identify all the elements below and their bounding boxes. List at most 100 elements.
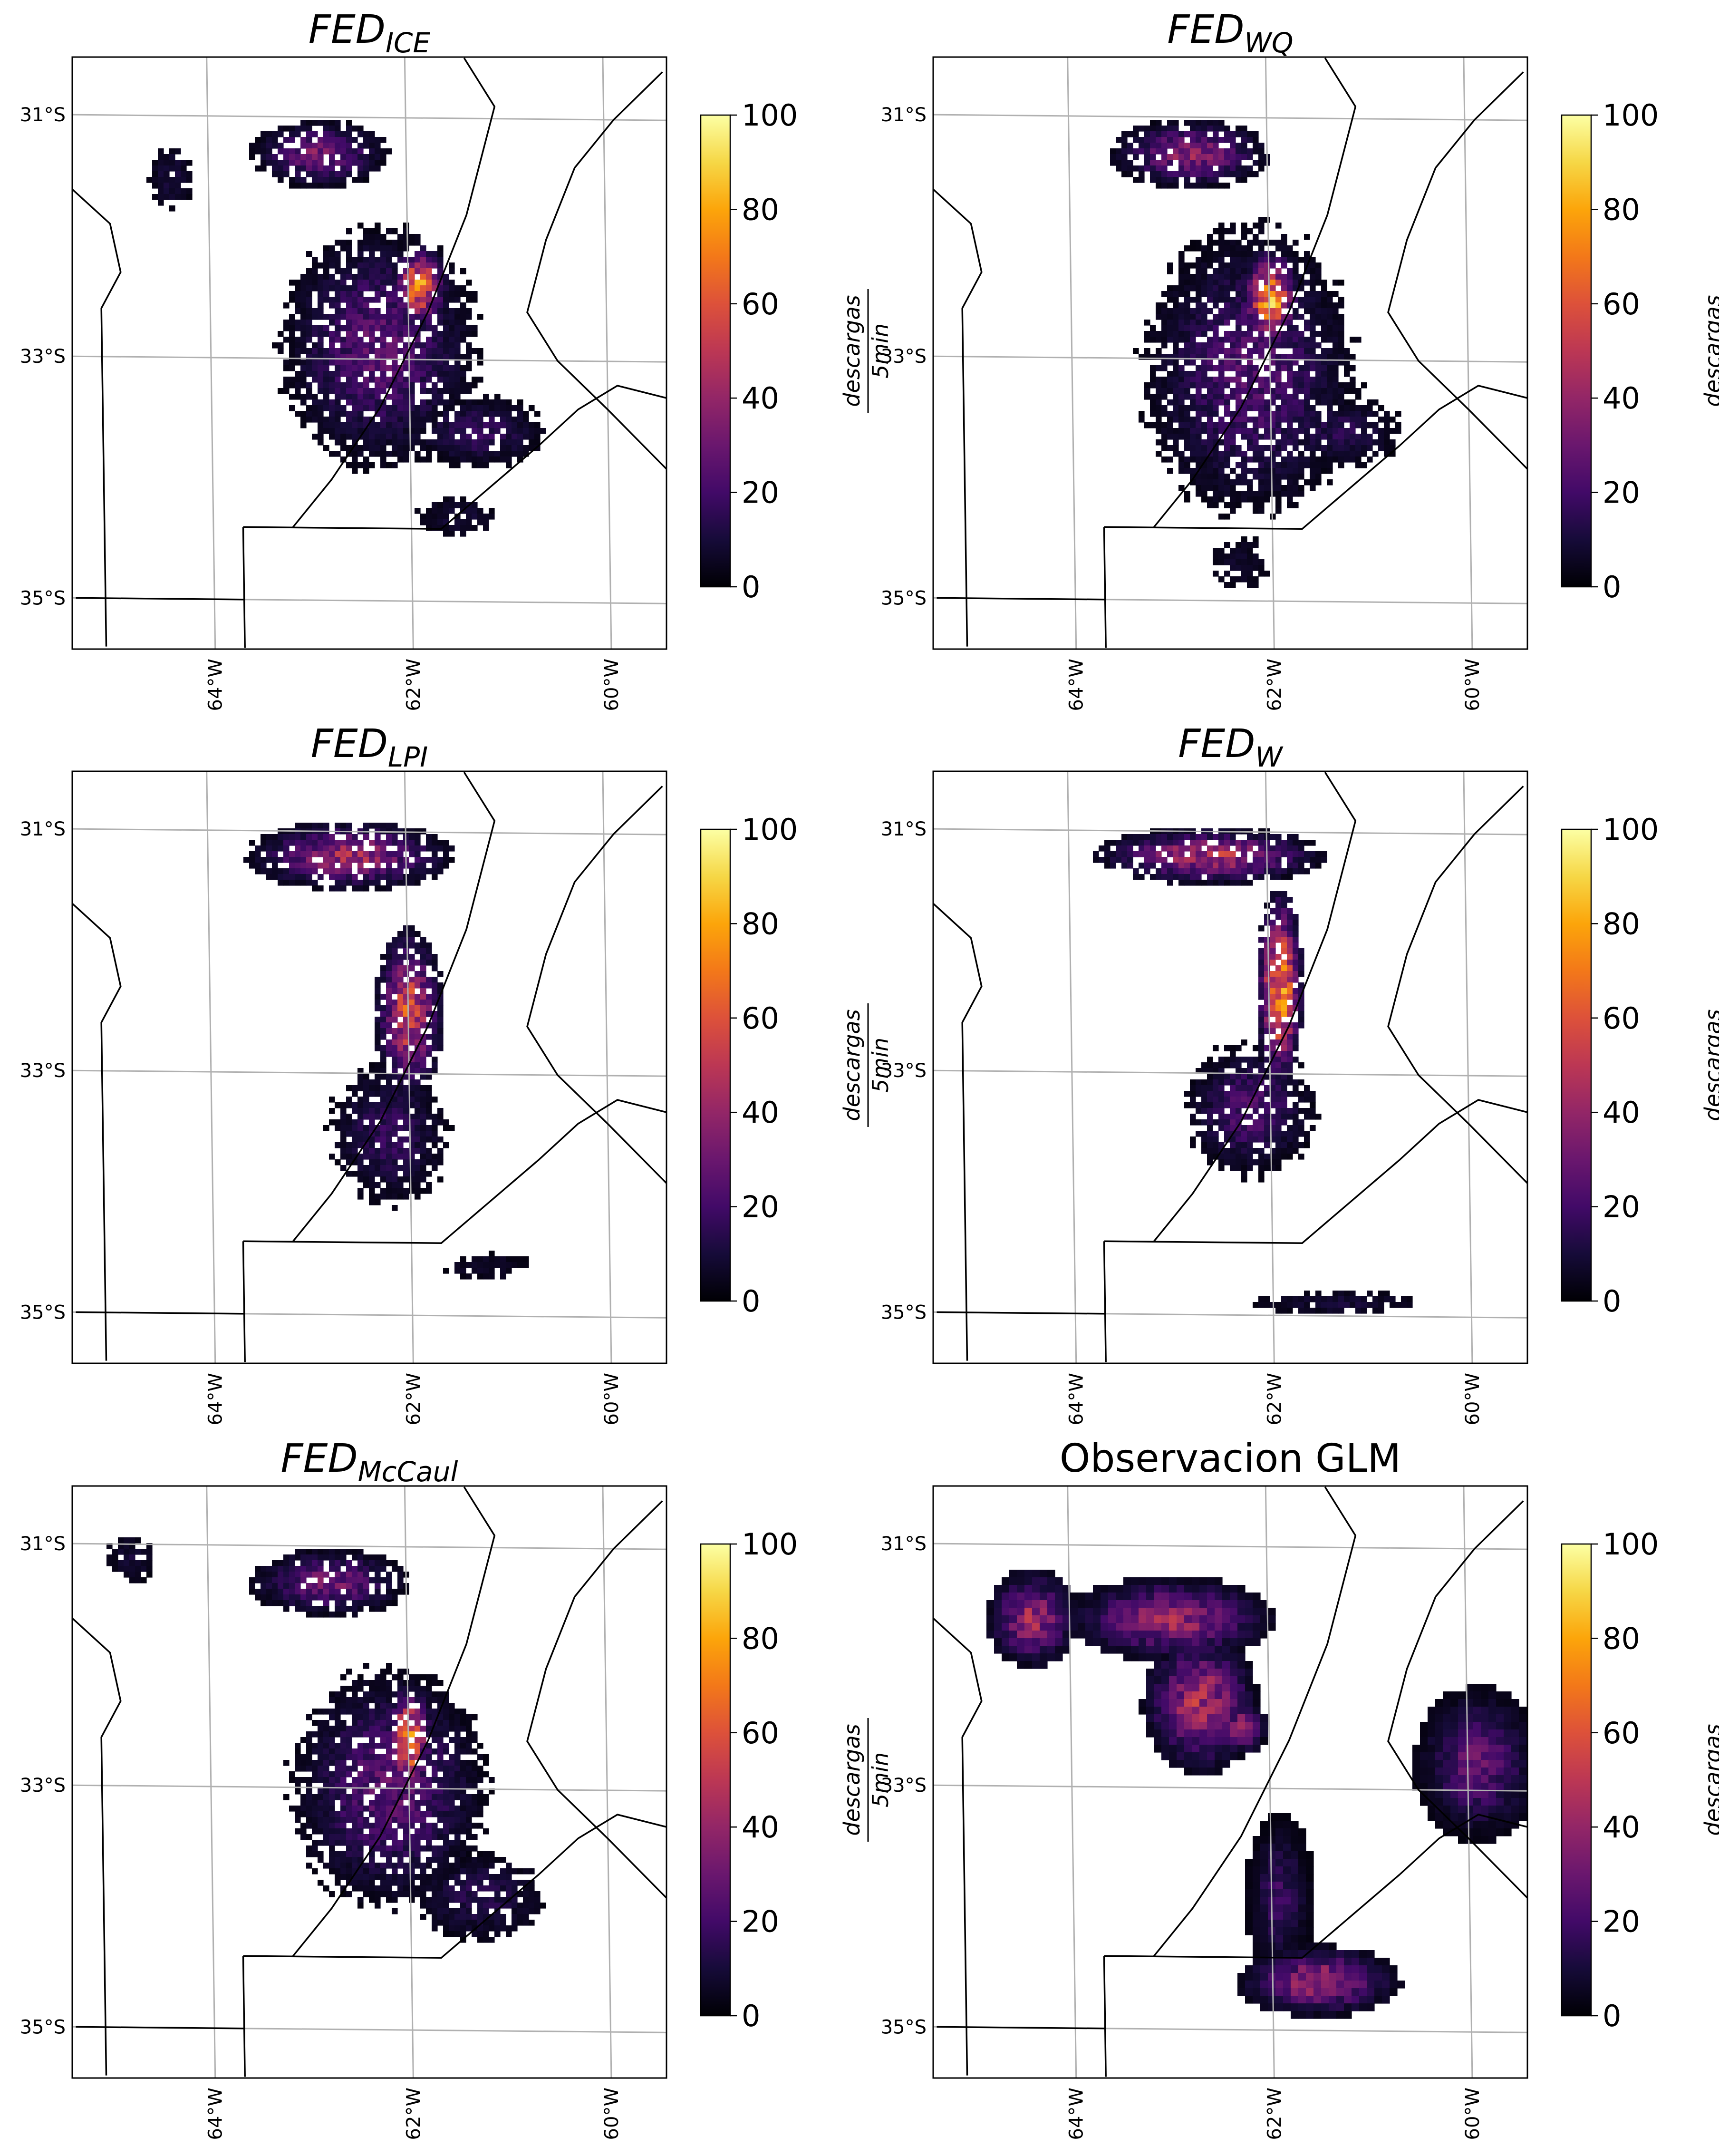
fed-pixels	[1093, 828, 1413, 1314]
colorbar-tick-label: 20	[742, 1904, 779, 1939]
colorbar-tick-label: 100	[742, 98, 798, 133]
lon-tick-label: 62°W	[403, 1373, 425, 1425]
colorbar-tick-label: 80	[1603, 906, 1640, 941]
province-borders	[933, 58, 1527, 648]
lat-tick-label: 35°S	[20, 587, 66, 609]
colorbar-tick-label: 40	[1603, 1095, 1640, 1130]
map-panel-w: FEDW 31°S 33°S 35°S 64°W 62°W 60°W 0 20 40 60 80 100…	[881, 721, 1719, 1425]
lon-tick-label: 64°W	[1066, 1373, 1088, 1425]
colorbar-tick-label: 0	[1603, 570, 1621, 604]
lat-tick-label: 33°S	[881, 1060, 927, 1082]
lat-tick-label: 31°S	[881, 104, 927, 126]
map-frame	[932, 1485, 1528, 2079]
lon-tick-label: 60°W	[601, 1373, 623, 1425]
colorbar-tick-label: 0	[742, 570, 760, 604]
colorbar-tick-label: 40	[1603, 381, 1640, 416]
colorbar-tick-label: 60	[742, 1716, 779, 1750]
map-panel-ice: FEDICE 31°S 33°S 35°S 64°W 62°W 60°W 0 20 40 60 80 1…	[20, 7, 893, 711]
lat-tick-label: 31°S	[20, 1533, 66, 1555]
lat-tick-label: 33°S	[881, 1775, 927, 1797]
province-borders	[933, 772, 1527, 1362]
colorbar-tick-label: 60	[1603, 1716, 1640, 1750]
panel-title: FEDICE	[309, 7, 431, 59]
colorbar-label-numerator: descargas	[1700, 295, 1719, 407]
colorbar-tick-label: 80	[1603, 1621, 1640, 1656]
province-borders	[72, 772, 666, 1362]
province-borders	[933, 1486, 1527, 2077]
colorbar-tick-label: 0	[1603, 1999, 1621, 2033]
colorbar-tick-label: 60	[742, 1001, 779, 1036]
map-frame	[932, 770, 1528, 1364]
lon-tick-label: 64°W	[1066, 659, 1088, 711]
colorbar-tick-label: 0	[742, 1999, 760, 2033]
colorbar-gradient	[700, 114, 731, 588]
map-panel-glm: Observacion GLM 31°S 33°S 35°S 64°W 62°W 60°W 0…	[881, 1436, 1719, 2140]
colorbar-tick-label: 100	[1603, 1527, 1659, 1562]
lat-tick-label: 35°S	[881, 587, 927, 609]
colorbar-label-numerator: descargas	[839, 295, 865, 407]
map-frame	[71, 770, 667, 1364]
colorbar-label-numerator: descargas	[1700, 1724, 1719, 1836]
lat-tick-label: 35°S	[881, 2016, 927, 2038]
colorbar-gradient	[1561, 114, 1592, 588]
panel-title: FEDLPI	[311, 721, 428, 773]
colorbar-tick-label: 40	[1603, 1810, 1640, 1845]
lat-tick-label: 33°S	[20, 1060, 66, 1082]
colorbar-tick-label: 80	[742, 192, 779, 227]
fed-pixels	[1110, 120, 1401, 588]
lon-tick-label: 60°W	[1462, 1373, 1484, 1425]
panel-title: Observacion GLM	[1060, 1436, 1401, 1481]
fed-pixels	[986, 1570, 1527, 2019]
province-borders	[72, 1486, 666, 2077]
map-frame	[932, 56, 1528, 650]
colorbar-tick-label: 60	[1603, 1001, 1640, 1036]
gridlines	[72, 57, 666, 649]
colorbar-tick-label: 0	[1603, 1284, 1621, 1319]
lon-tick-label: 64°W	[205, 2088, 227, 2140]
lon-tick-label: 64°W	[1066, 2088, 1088, 2140]
colorbar-tick-label: 100	[742, 1527, 798, 1562]
gridlines	[933, 1486, 1527, 2078]
panel-title: FEDWQ	[1167, 7, 1293, 59]
panel-title: FEDMcCaul	[281, 1436, 458, 1488]
map-panel-wq: FEDWQ 31°S 33°S 35°S 64°W 62°W 60°W 0 20 40 60 80 10…	[881, 7, 1719, 711]
colorbar-gradient	[700, 1543, 731, 2017]
panel-title: FEDW	[1178, 721, 1284, 773]
colorbar-label-numerator: descargas	[839, 1724, 865, 1836]
colorbar-tick-label: 40	[742, 1095, 779, 1130]
fed-pixels	[243, 823, 529, 1280]
lon-tick-label: 60°W	[1462, 2088, 1484, 2140]
lon-tick-label: 62°W	[1264, 2088, 1285, 2140]
colorbar-tick-label: 60	[1603, 287, 1640, 321]
colorbar-label-denominator: 5min	[868, 1038, 893, 1093]
lat-tick-label: 33°S	[20, 1775, 66, 1797]
lat-tick-label: 35°S	[20, 2016, 66, 2038]
lon-tick-label: 62°W	[1264, 659, 1285, 711]
lat-tick-label: 33°S	[881, 346, 927, 368]
colorbar-tick-label: 40	[742, 1810, 779, 1845]
lon-tick-label: 60°W	[601, 659, 623, 711]
colorbar-tick-label: 60	[742, 287, 779, 321]
fed-pixels	[106, 1537, 546, 1943]
map-frame	[71, 56, 667, 650]
colorbar-label-denominator: 5min	[868, 1752, 893, 1807]
colorbar-tick-label: 20	[1603, 1190, 1640, 1224]
colorbar-tick-label: 20	[742, 1190, 779, 1224]
colorbar-tick-label: 20	[1603, 1904, 1640, 1939]
colorbar-tick-label: 100	[742, 812, 798, 847]
colorbar-tick-label: 80	[742, 1621, 779, 1656]
colorbar-gradient	[700, 828, 731, 1302]
lon-tick-label: 60°W	[601, 2088, 623, 2140]
lat-tick-label: 31°S	[881, 1533, 927, 1555]
lat-tick-label: 31°S	[881, 818, 927, 840]
colorbar-tick-label: 40	[742, 381, 779, 416]
colorbar-label-numerator: descargas	[839, 1009, 865, 1121]
province-borders	[72, 58, 666, 648]
